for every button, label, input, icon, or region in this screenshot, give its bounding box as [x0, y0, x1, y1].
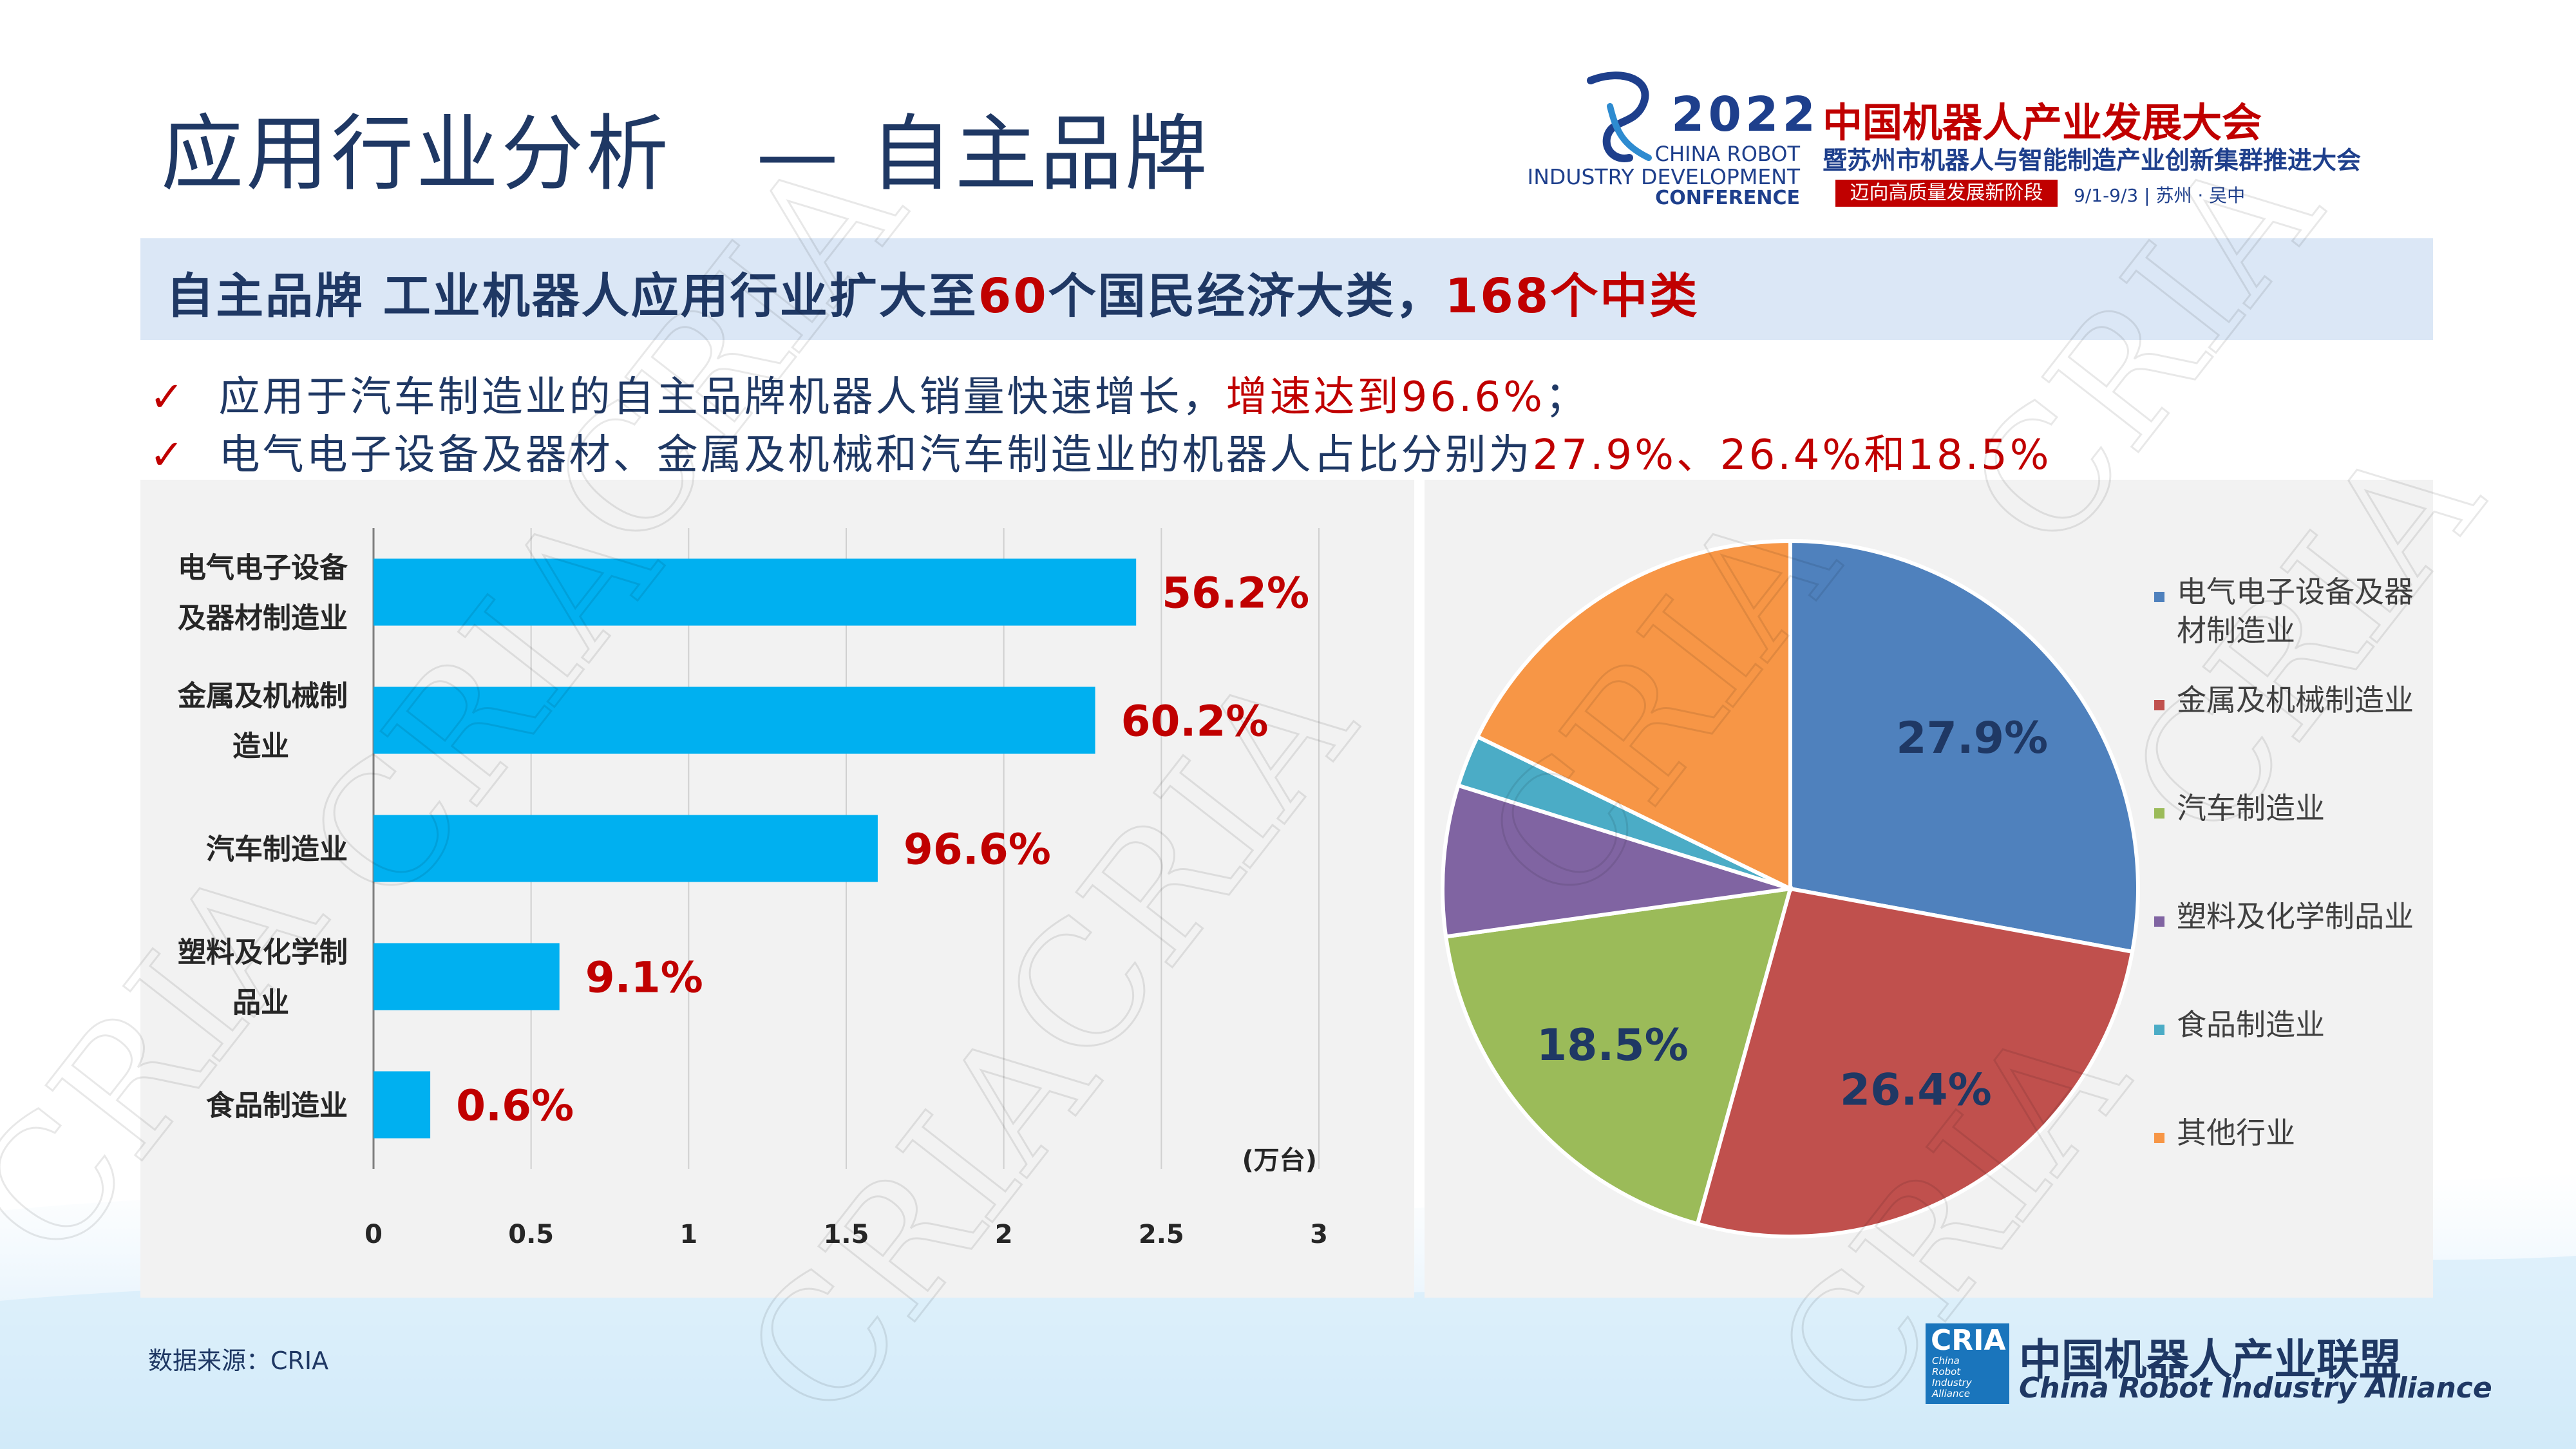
legend-swatch — [2154, 700, 2164, 710]
bar — [374, 687, 1095, 754]
conference-logo-icon — [1587, 71, 1652, 162]
legend-swatch — [2154, 808, 2164, 819]
pie-data-label: 27.9% — [1896, 713, 2048, 764]
cria-logo-text: CRIA — [1931, 1324, 2006, 1357]
x-tick-label: 1 — [679, 1220, 697, 1249]
category-label: 造业 — [232, 730, 289, 763]
cria-logo-sub: Industry — [1932, 1377, 1972, 1388]
legend-label: 金属及机械制造业 — [2177, 683, 2414, 717]
bullet-highlight: 增速达到96.6% — [1226, 374, 1545, 421]
x-tick-label: 0 — [365, 1220, 383, 1249]
conference-en-line1: CHINA ROBOT — [1654, 142, 1800, 166]
conference-cn-subtitle: 暨苏州市机器人与智能制造产业创新集群推进大会 — [1823, 146, 2362, 175]
bar-data-label: 60.2% — [1121, 697, 1269, 746]
headline-text: 自主品牌 工业机器人应用行业扩大至60个国民经济大类，168个中类 — [166, 258, 1699, 327]
x-tick-label: 0.5 — [508, 1220, 554, 1249]
bar-data-label: 96.6% — [904, 825, 1051, 875]
conference-year: 2022 — [1671, 87, 1819, 142]
pie-slice — [1443, 886, 1794, 1227]
conference-en-line3: CONFERENCE — [1655, 187, 1800, 209]
watermark-text: CRIA — [0, 824, 362, 1293]
pie-slice — [1475, 538, 1792, 892]
cria-logo-sub: Robot — [1932, 1366, 1961, 1378]
conference-date-place: 9/1-9/3 | 苏州 · 吴中 — [2074, 185, 2246, 206]
pie-data-label: 26.4% — [1840, 1065, 1992, 1115]
conference-slogan: 迈向高质量发展新阶段 — [1835, 180, 2058, 207]
pie-slice — [1788, 538, 2140, 954]
bullet-item: ✓ 应用于汽车制造业的自主品牌机器人销量快速增长，增速达到96.6%； — [149, 364, 1589, 423]
check-icon: ✓ — [149, 431, 187, 479]
x-tick-label: 1.5 — [824, 1220, 869, 1249]
page-title: 应用行业分析 — 自主品牌 — [161, 106, 1210, 202]
category-label: 食品制造业 — [206, 1090, 348, 1122]
x-tick-label: 2 — [995, 1220, 1013, 1249]
legend-swatch — [2154, 1025, 2164, 1035]
category-label: 电气电子设备 — [178, 552, 348, 585]
bar — [374, 558, 1137, 626]
legend-label: 电气电子设备及器 — [2177, 574, 2414, 609]
legend-label: 食品制造业 — [2177, 1007, 2325, 1042]
legend-label: 材制造业 — [2177, 613, 2295, 648]
category-label: 金属及机械制 — [177, 680, 348, 713]
bar-data-label: 56.2% — [1162, 569, 1309, 618]
pie-slice — [1441, 782, 1791, 939]
legend-label: 汽车制造业 — [2177, 791, 2325, 826]
bar — [374, 1071, 431, 1139]
category-label: 塑料及化学制 — [178, 936, 348, 969]
legend-swatch — [2154, 592, 2164, 602]
pie-data-label: 18.5% — [1537, 1020, 1689, 1071]
headline-prefix: 自主品牌 工业机器人应用行业扩大至 — [166, 269, 978, 324]
bullet-item: ✓ 电气电子设备及器材、金属及机械和汽车制造业的机器人占比分别为27.9%、26.… — [149, 422, 2052, 481]
category-label: 汽车制造业 — [206, 833, 348, 866]
legend-label: 塑料及化学制品业 — [2177, 899, 2414, 934]
conference-en-line2: INDUSTRY DEVELOPMENT — [1527, 164, 1801, 189]
check-icon: ✓ — [149, 374, 187, 421]
pie-slice — [1695, 886, 2135, 1238]
headline-banner — [140, 238, 2433, 340]
x-tick-label: 3 — [1310, 1220, 1328, 1249]
headline-mid: 个国民经济大类， — [1048, 269, 1445, 324]
bar — [374, 815, 878, 882]
bar-data-label: 9.1% — [585, 953, 703, 1003]
bullet-highlight: 27.9%、26.4%和18.5% — [1532, 431, 2052, 479]
category-label: 品业 — [232, 987, 289, 1019]
legend-swatch — [2154, 916, 2164, 927]
data-source: 数据来源：CRIA — [148, 1347, 329, 1375]
pie-chart: 27.9% 26.4% 18.5% 电气电子设备及器材制造业金属及机械制造业汽车制造业… — [1441, 538, 2414, 1238]
bullet-tail: ； — [1544, 374, 1589, 421]
bar-data-label: 0.6% — [456, 1081, 574, 1131]
cria-logo: CRIA China Robot Industry Alliance — [1926, 1323, 2009, 1404]
category-label: 及器材制造业 — [178, 602, 348, 635]
unit-label: (万台) — [1242, 1146, 1317, 1175]
bullet-text: 应用于汽车制造业的自主品牌机器人销量快速增长， — [218, 374, 1226, 421]
legend-swatch — [2154, 1133, 2164, 1143]
watermark-text: CRIA — [515, 116, 942, 585]
bullet-text: 电气电子设备及器材、金属及机械和汽车制造业的机器人占比分别为 — [218, 431, 1533, 479]
headline-num2: 168 — [1444, 269, 1551, 324]
x-tick-label: 2.5 — [1139, 1220, 1184, 1249]
legend-label: 其他行业 — [2177, 1115, 2295, 1150]
conference-cn-title: 中国机器人产业发展大会 — [1823, 99, 2262, 146]
cria-logo-sub: Alliance — [1932, 1388, 1970, 1399]
headline-num1: 60 — [978, 269, 1048, 324]
headline-suffix: 个中类 — [1550, 269, 1700, 324]
cria-logo-sub: China — [1932, 1355, 1960, 1367]
org-name-en: China Robot Industry Alliance — [2019, 1372, 2492, 1405]
org-name-cn: 中国机器人产业联盟 — [2019, 1335, 2401, 1385]
bar — [374, 943, 560, 1010]
